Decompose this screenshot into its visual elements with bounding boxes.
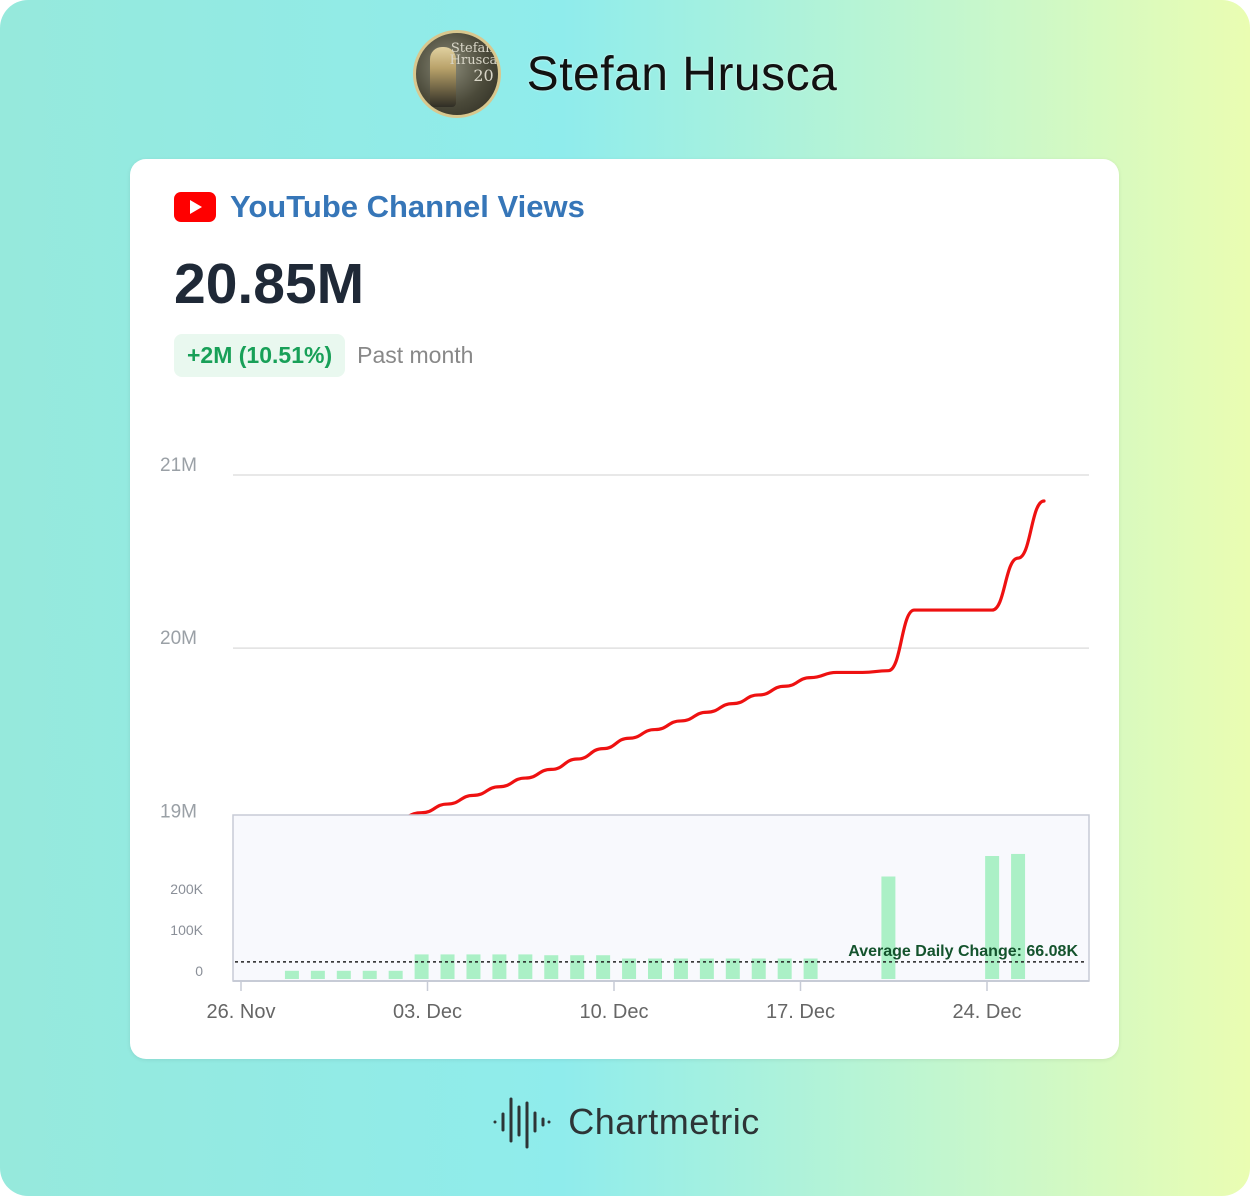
bar — [362, 970, 377, 979]
bar — [544, 955, 559, 979]
bar — [310, 970, 325, 979]
bar — [414, 954, 429, 979]
average-label: Average Daily Change: 66.08K — [848, 943, 1078, 960]
brand-footer: Chartmetric — [0, 1090, 1250, 1154]
bar — [648, 958, 662, 979]
bar — [622, 958, 637, 979]
bar — [725, 958, 740, 979]
avatar-text-line1: Stefan — [450, 41, 494, 56]
avatar-text: Stefan Hrusca 20 — [449, 41, 498, 85]
brand-name: Chartmetric — [568, 1101, 760, 1142]
bar — [466, 954, 481, 979]
bar — [777, 958, 792, 979]
bar — [570, 955, 585, 979]
total-views-value: 20.85M — [174, 252, 365, 316]
change-period: Past month — [357, 342, 474, 368]
card-title: YouTube Channel Views — [230, 189, 585, 224]
artist-avatar: Stefan Hrusca 20 — [412, 30, 501, 118]
artist-header: Stefan Hrusca 20 Stefan Hrusca — [0, 28, 1250, 120]
bar — [596, 955, 611, 979]
y-tick-label: 19M — [160, 801, 197, 822]
bar-y-tick-label: 0 — [195, 963, 203, 979]
bar — [336, 970, 351, 979]
change-row: +2M (10.51%) Past month — [174, 334, 473, 377]
bar — [492, 954, 507, 979]
x-tick-label: 03. Dec — [393, 1001, 462, 1023]
chartmetric-logo-icon — [493, 1097, 551, 1149]
bar — [699, 958, 714, 979]
bar — [518, 954, 533, 979]
avatar-text-line3: 20 — [473, 66, 494, 85]
x-tick-label: 10. Dec — [580, 1001, 649, 1023]
youtube-icon — [174, 192, 216, 222]
avatar-text-line2: Hrusca — [449, 53, 498, 68]
bar — [881, 876, 896, 979]
avatar-figure — [429, 47, 456, 107]
bar — [388, 970, 403, 979]
y-tick-label: 21M — [160, 455, 197, 476]
bar — [803, 958, 818, 979]
views-line — [264, 499, 1046, 841]
bar — [284, 970, 299, 979]
change-badge: +2M (10.51%) — [174, 334, 346, 377]
bar — [673, 958, 688, 979]
bar — [1011, 853, 1026, 979]
bar-plot-area — [232, 814, 1090, 982]
bar-y-tick-label: 200K — [170, 881, 203, 897]
bar — [440, 954, 455, 979]
x-tick-label: 17. Dec — [766, 1001, 835, 1023]
bar — [751, 958, 766, 979]
x-tick-label: 26. Nov — [207, 1001, 276, 1023]
x-tick-label: 24. Dec — [953, 1001, 1022, 1023]
y-tick-label: 20M — [160, 628, 197, 649]
bar-y-tick-label: 100K — [170, 922, 203, 938]
views-chart: 19M 20M 21M 0 100K 200K Average Daily Change: … — [160, 455, 1090, 1023]
card-title-row: YouTube Channel Views — [174, 189, 585, 225]
bar — [985, 856, 1000, 979]
stats-card: YouTube Channel Views 20.85M +2M (10.51%… — [130, 159, 1119, 1059]
artist-name: Stefan Hrusca — [526, 47, 838, 101]
